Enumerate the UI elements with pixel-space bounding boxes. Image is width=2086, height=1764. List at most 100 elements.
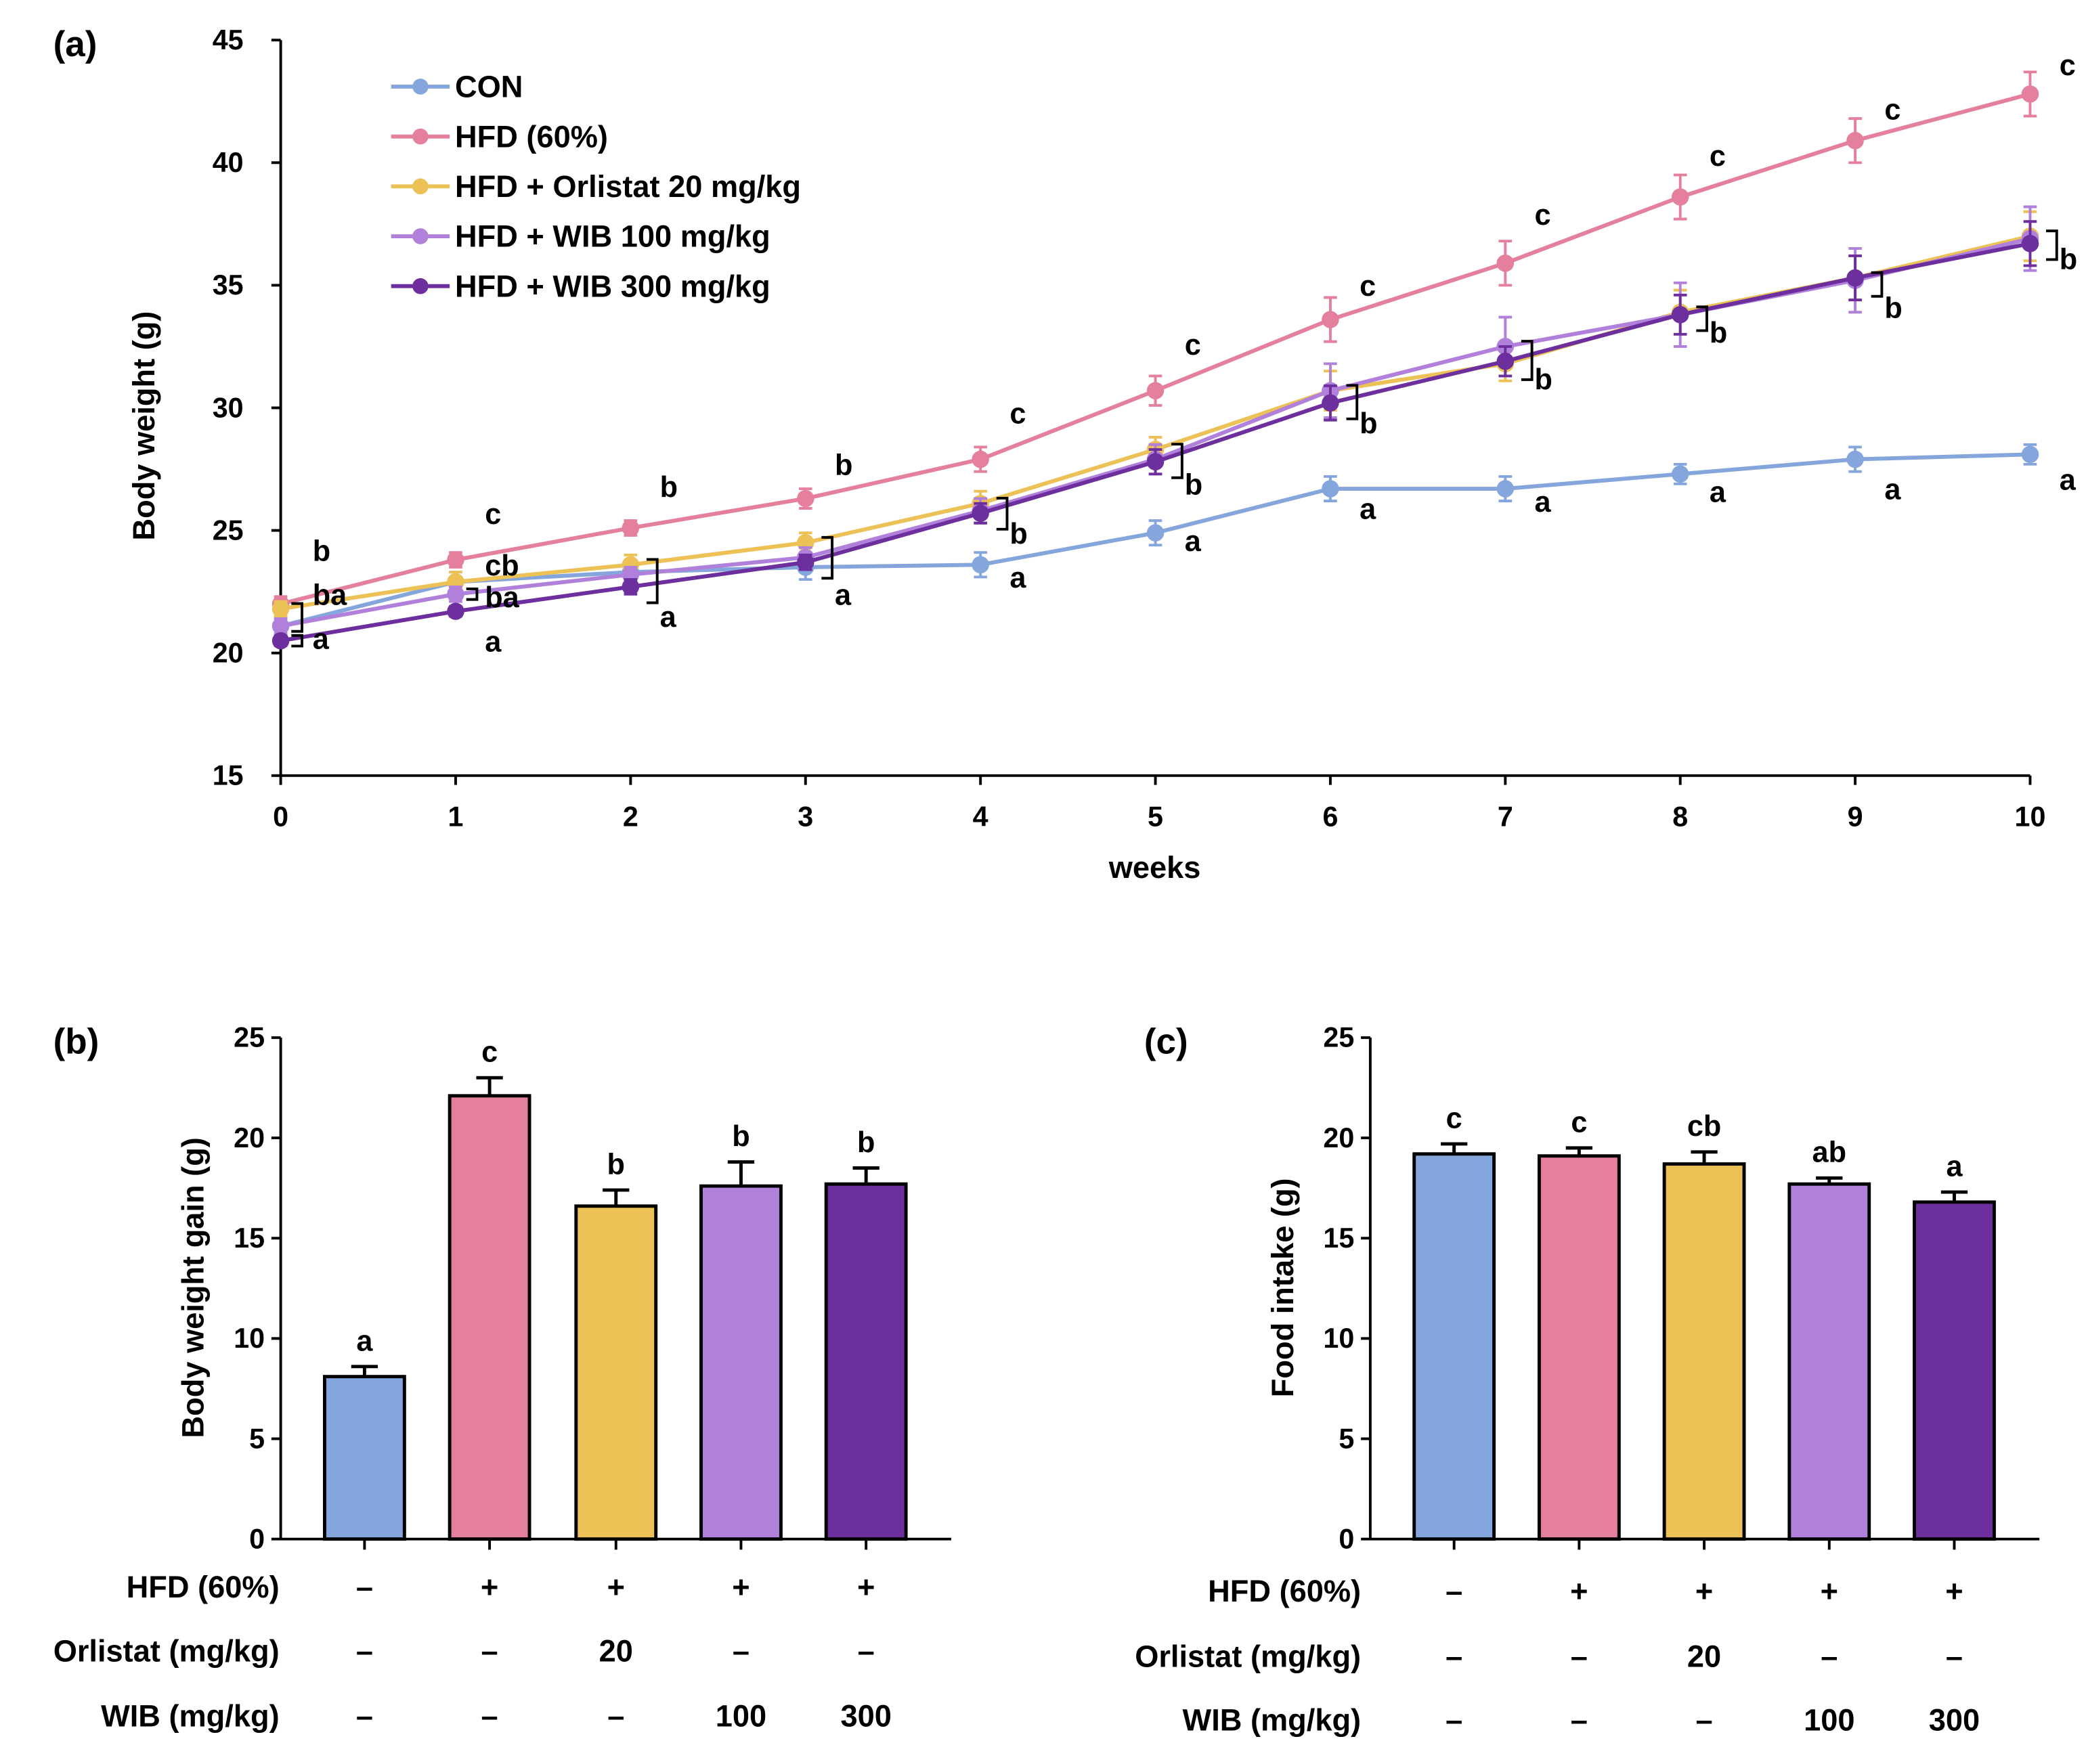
- legend-label-ORL: HFD + Orlistat 20 mg/kg: [455, 169, 801, 204]
- row-cell: –: [1446, 1574, 1462, 1608]
- significance-bracket: [821, 535, 834, 580]
- error-bar: [476, 1076, 503, 1096]
- data-point-HFD: [1671, 188, 1689, 206]
- data-point-CON: [1496, 480, 1515, 498]
- row-cell: –: [481, 1633, 498, 1668]
- y-axis-label-a: Body weight (g): [127, 311, 161, 541]
- data-point-WIB100: [447, 586, 464, 603]
- x-tick-label: 6: [1322, 801, 1338, 832]
- significance-letter: b: [313, 535, 330, 567]
- error-bar: [852, 1166, 879, 1185]
- data-point-CON: [972, 556, 989, 574]
- data-point-HFD: [447, 551, 464, 569]
- row-label: HFD (60%): [1208, 1574, 1361, 1608]
- significance-bracket: [2046, 229, 2058, 261]
- y-tick-label: 40: [213, 147, 244, 178]
- significance-letter: b: [607, 1149, 625, 1181]
- legend-marker-HFD: [412, 128, 429, 145]
- significance-letter: c: [2060, 49, 2076, 82]
- x-tick-label: 5: [1148, 801, 1163, 832]
- y-tick-label: 25: [234, 1022, 265, 1053]
- significance-letter: a: [356, 1325, 373, 1357]
- row-cell: +: [1945, 1574, 1963, 1608]
- x-tick-label: 7: [1498, 801, 1513, 832]
- significance-letter: b: [2060, 243, 2077, 275]
- y-tick-label: 5: [249, 1423, 265, 1454]
- data-point-HFD: [622, 519, 640, 537]
- row-cell: –: [1946, 1639, 1963, 1673]
- data-point-WIB300: [972, 504, 989, 523]
- significance-letter: ba: [485, 581, 519, 614]
- row-cell: +: [857, 1570, 875, 1604]
- error-bar: [727, 1160, 755, 1187]
- significance-letter: a: [1884, 474, 1901, 506]
- error-bar: [1691, 1150, 1718, 1164]
- significance-letter: a: [660, 601, 677, 634]
- row-cell: –: [1695, 1703, 1712, 1738]
- significance-letter: cb: [1687, 1110, 1721, 1143]
- row-cell: +: [1821, 1574, 1838, 1608]
- bar: [699, 1184, 783, 1541]
- row-cell: 20: [1687, 1639, 1721, 1673]
- row-cell: –: [1821, 1639, 1838, 1673]
- panel-a-label: (a): [53, 24, 97, 64]
- x-tick-label: 8: [1672, 801, 1688, 832]
- y-tick-label: 5: [1339, 1423, 1354, 1454]
- data-point-CON: [1846, 450, 1864, 468]
- bar: [1412, 1152, 1496, 1541]
- bar: [824, 1182, 908, 1541]
- data-point-HFD: [972, 450, 989, 468]
- significance-bracket: [1871, 271, 1884, 298]
- error-bar: [1441, 1142, 1468, 1154]
- significance-letter: a: [835, 579, 852, 611]
- row-cell: 20: [599, 1633, 633, 1668]
- row-cell: –: [481, 1699, 498, 1734]
- significance-bracket: [1171, 443, 1183, 479]
- significance-letter: a: [313, 623, 330, 656]
- x-tick-label: 1: [448, 801, 464, 832]
- error-bar: [1940, 1190, 1968, 1202]
- row-cell: –: [607, 1699, 624, 1734]
- legend-label-CON: CON: [455, 70, 523, 104]
- row-cell: 100: [716, 1699, 766, 1734]
- row-label: Orlistat (mg/kg): [53, 1633, 280, 1668]
- y-tick-label: 15: [213, 760, 244, 791]
- data-point-WIB100: [271, 617, 290, 635]
- significance-bracket: [291, 602, 304, 633]
- significance-bracket: [466, 587, 479, 601]
- significance-letter: a: [1360, 493, 1376, 526]
- y-axis-label-c: Food intake (g): [1265, 1178, 1300, 1397]
- significance-letter: ab: [1812, 1137, 1846, 1169]
- data-point-WIB300: [1846, 269, 1864, 287]
- data-point-CON: [2021, 445, 2039, 464]
- panel-c-label: (c): [1144, 1021, 1188, 1061]
- row-cell: –: [858, 1633, 875, 1668]
- significance-letter: a: [2060, 464, 2077, 496]
- x-tick-label: 2: [623, 801, 638, 832]
- y-tick-label: 35: [213, 269, 244, 301]
- data-point-HFD: [2021, 85, 2039, 103]
- data-point-WIB300: [2021, 235, 2039, 252]
- y-tick-label: 45: [213, 24, 244, 56]
- significance-letter: c: [1710, 140, 1726, 173]
- y-axis-label-b: Body weight gain (g): [176, 1137, 211, 1438]
- data-point-ORL: [271, 600, 290, 618]
- significance-letter: cb: [485, 550, 519, 582]
- significance-letter: b: [857, 1126, 875, 1159]
- significance-letter: c: [1571, 1106, 1587, 1139]
- significance-letter: ba: [313, 579, 347, 611]
- significance-letter: a: [1710, 476, 1726, 508]
- row-cell: +: [732, 1570, 749, 1604]
- significance-letter: b: [1009, 518, 1027, 550]
- y-tick-label: 30: [213, 392, 244, 423]
- row-cell: –: [733, 1633, 749, 1668]
- bar: [1913, 1200, 1996, 1541]
- significance-letter: b: [835, 449, 852, 482]
- significance-letter: a: [485, 625, 502, 658]
- x-tick-label: 9: [1848, 801, 1863, 832]
- row-cell: +: [1695, 1574, 1713, 1608]
- row-cell: +: [481, 1570, 498, 1604]
- significance-letter: a: [1946, 1150, 1963, 1183]
- legend-marker-ORL: [412, 178, 429, 195]
- data-point-HFD: [1846, 131, 1864, 150]
